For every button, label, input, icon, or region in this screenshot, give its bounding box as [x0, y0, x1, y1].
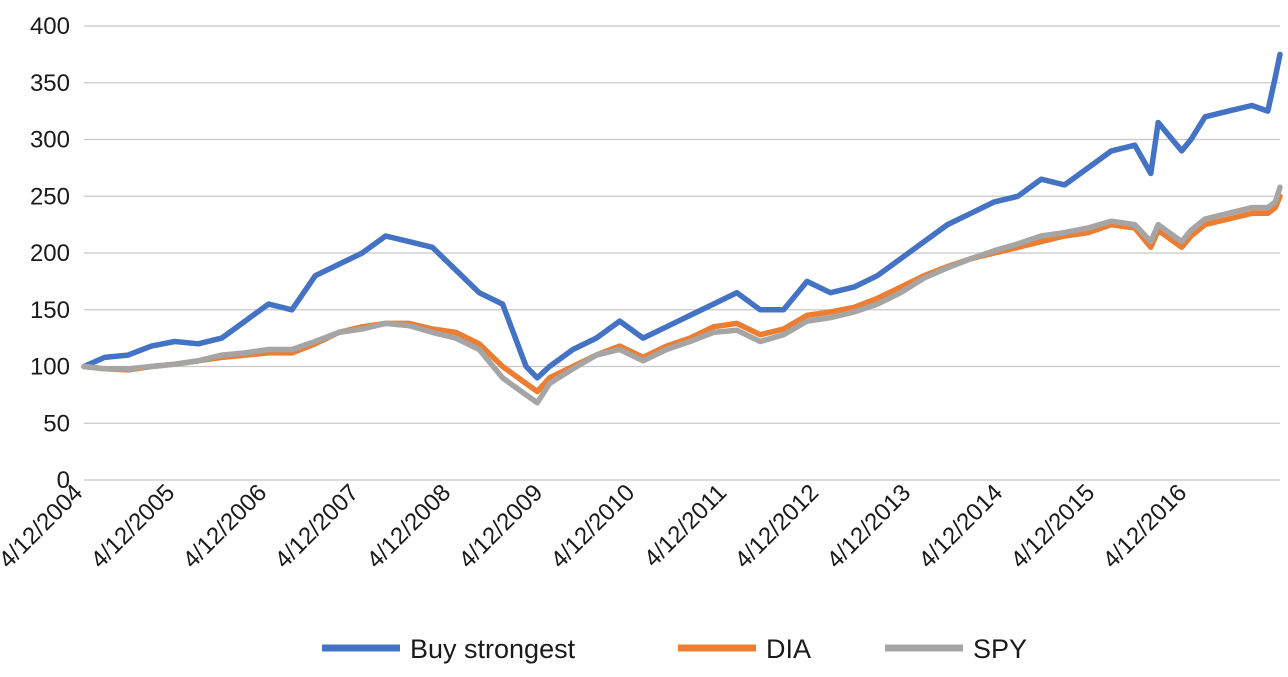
y-tick-label: 150 — [30, 297, 70, 324]
y-tick-label: 0 — [57, 467, 70, 494]
y-tick-label: 200 — [30, 240, 70, 267]
y-tick-label: 300 — [30, 127, 70, 154]
series-line-spy — [81, 184, 1283, 406]
x-tick-label: 4/12/2004 — [0, 479, 88, 574]
grid-lines — [84, 25, 1280, 481]
x-tick-label: 4/12/2008 — [362, 479, 457, 574]
x-tick-label: 4/12/2007 — [270, 479, 365, 574]
x-tick-label: 4/12/2010 — [546, 479, 641, 574]
x-tick-label: 4/12/2012 — [730, 479, 825, 574]
y-tick-label: 50 — [43, 410, 70, 437]
series-line-buy-strongest — [81, 51, 1283, 381]
y-tick-label: 400 — [30, 13, 70, 40]
legend-label: Buy strongest — [410, 634, 576, 664]
series-line-dia — [81, 193, 1283, 395]
x-tick-label: 4/12/2016 — [1098, 479, 1193, 574]
x-axis-ticks: 4/12/20044/12/20054/12/20064/12/20074/12… — [0, 479, 1192, 574]
y-tick-label: 100 — [30, 354, 70, 381]
x-tick-label: 4/12/2013 — [822, 479, 917, 574]
legend: Buy strongest DIA SPY — [322, 634, 1027, 664]
legend-label: DIA — [766, 634, 811, 664]
x-tick-label: 4/12/2015 — [1006, 479, 1101, 574]
y-tick-label: 350 — [30, 70, 70, 97]
x-tick-label: 4/12/2009 — [454, 479, 549, 574]
legend-label: SPY — [973, 634, 1027, 664]
y-axis-ticks: 0 50 100 150 200 250 300 350 400 — [30, 13, 70, 494]
x-tick-label: 4/12/2014 — [914, 479, 1009, 574]
series-lines — [81, 51, 1283, 406]
x-tick-label: 4/12/2005 — [86, 479, 181, 574]
y-tick-label: 250 — [30, 183, 70, 210]
x-tick-label: 4/12/2006 — [178, 479, 273, 574]
x-tick-label: 4/12/2011 — [639, 479, 732, 572]
